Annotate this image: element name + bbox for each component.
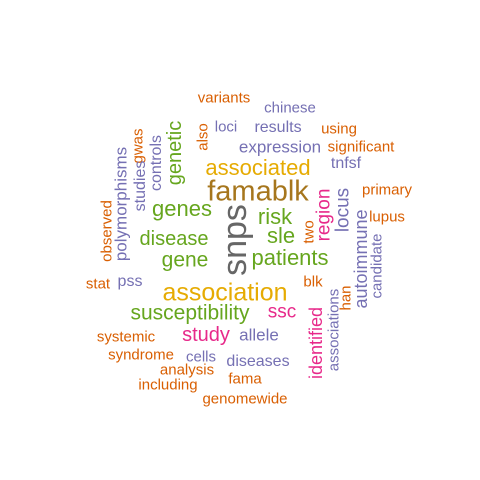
word-gwas: gwas — [129, 128, 147, 164]
word-primary: primary — [361, 181, 413, 199]
word-associations: associations — [325, 288, 343, 372]
word-fama: fama — [228, 370, 262, 388]
word-sle: sle — [266, 223, 296, 248]
word-syndrome: syndrome — [108, 346, 174, 364]
word-snps: snps — [216, 204, 254, 276]
word-systemic: systemic — [96, 328, 156, 346]
word-gene: gene — [161, 248, 209, 272]
word-locus: locus — [332, 187, 354, 233]
word-disease: disease — [139, 228, 209, 250]
word-ssc: ssc — [267, 301, 297, 323]
word-two: two — [300, 220, 318, 244]
word-genetic: genetic — [164, 120, 186, 186]
word-significant: significant — [327, 138, 395, 156]
word-risk: risk — [257, 204, 293, 229]
word-associated: associated — [205, 155, 311, 180]
word-including: including — [138, 376, 198, 394]
word-genomewide: genomewide — [202, 390, 288, 408]
word-loci: loci — [214, 118, 238, 136]
word-also: also — [194, 123, 212, 151]
word-autoimmune: autoimmune — [351, 209, 371, 309]
word-genes: genes — [152, 196, 212, 221]
word-stat: stat — [85, 275, 111, 293]
word-candidate: candidate — [368, 233, 386, 299]
word-patients: patients — [251, 245, 329, 270]
word-tnfsf: tnfsf — [330, 155, 362, 172]
word-analysis: analysis — [159, 361, 215, 379]
word-observed: observed — [98, 200, 116, 262]
word-diseases: diseases — [226, 353, 290, 370]
word-chinese: chinese — [264, 99, 316, 117]
word-variants: variants — [197, 89, 251, 107]
word-blk: blk — [303, 273, 323, 291]
word-cells: cells — [185, 348, 217, 366]
word-expression: expression — [238, 137, 322, 157]
word-results: results — [254, 119, 302, 136]
word-famablk: famablk — [207, 175, 309, 208]
word-association: association — [162, 278, 288, 307]
word-susceptibility: susceptibility — [130, 301, 250, 325]
word-identified: identified — [306, 306, 326, 380]
word-studies: studies — [132, 160, 149, 212]
word-controls: controls — [148, 134, 165, 192]
word-allele: allele — [239, 325, 279, 345]
word-pss: pss — [117, 273, 143, 290]
word-using: using — [321, 120, 357, 138]
word-study: study — [182, 324, 230, 346]
word-lupus: lupus — [369, 208, 405, 226]
